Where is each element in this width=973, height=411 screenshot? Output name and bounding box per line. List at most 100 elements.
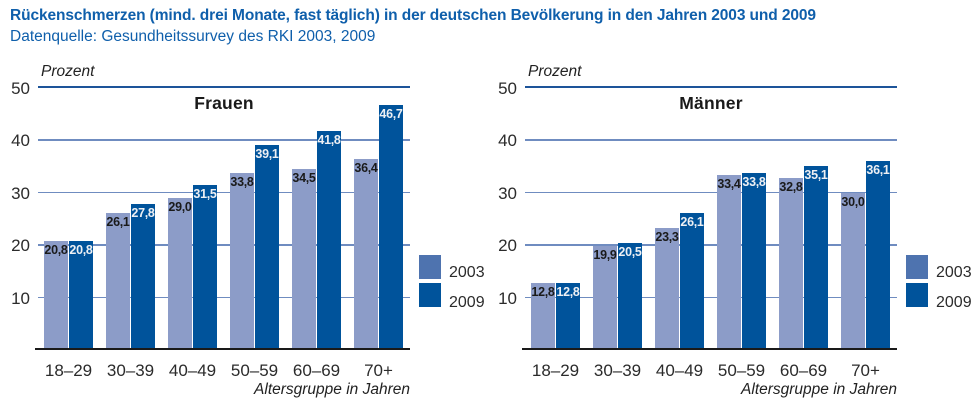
bar-2003-60–69: 32,8 [779, 178, 803, 350]
bar-value-label: 29,0 [168, 200, 192, 214]
chart-frauen: Prozent Frauen 20,8 26,1 29,0 33,8 34,5 36,4 2… [0, 60, 486, 411]
chart-heading-maenner: Männer [679, 93, 743, 113]
plot-area-maenner: Männer 12,8 19,9 23,3 33,4 32,8 30,0 12,8 20,5 2… [522, 60, 897, 350]
gridline-20 [525, 244, 897, 246]
bar-2003-40–49: 23,3 [655, 227, 679, 350]
gridline-10 [525, 296, 897, 299]
legend-label-2009: 2009 [936, 294, 972, 311]
bar-value-label: 23,3 [655, 229, 679, 244]
bar-value-label: 33,4 [717, 177, 741, 191]
x-tick-40–49: 40–49 [168, 361, 217, 380]
y-tick-20: 20 [498, 236, 517, 256]
bar-2003-30–39: 19,9 [593, 245, 617, 350]
gridline-50 [525, 86, 897, 88]
x-axis-line [522, 348, 897, 350]
y-tick-10: 10 [498, 288, 517, 308]
bar-value-label: 31,5 [193, 186, 217, 201]
x-tick-50–59: 50–59 [717, 361, 766, 380]
legend-label-2003: 2003 [449, 264, 485, 281]
bar-value-label: 26,1 [106, 215, 130, 230]
gridline-30 [525, 191, 897, 194]
bar-value-label: 26,1 [680, 215, 704, 230]
x-tick-60–69: 60–69 [779, 361, 828, 380]
bar-value-label: 12,8 [556, 284, 580, 299]
bar-2003-18–29: 12,8 [531, 282, 555, 350]
bar-2009-60–69: 35,1 [804, 166, 828, 350]
bar-2003-30–39: 26,1 [106, 213, 130, 350]
x-axis-line [35, 348, 410, 350]
x-tick-70+: 70+ [851, 361, 880, 380]
bar-value-label: 19,9 [593, 247, 617, 262]
bar-value-label: 36,1 [866, 162, 890, 177]
figure-header: Rückenschmerzen (mind. drei Monate, fast… [10, 5, 816, 47]
bar-value-label: 36,4 [354, 161, 378, 176]
legend-label-2003: 2003 [936, 264, 972, 281]
bar-2003-50–59: 33,8 [230, 172, 254, 350]
x-tick-60–69: 60–69 [292, 361, 341, 380]
gridline-50 [38, 86, 410, 88]
x-tick-50–59: 50–59 [230, 361, 279, 380]
bar-2009-40–49: 26,1 [680, 213, 704, 350]
bar-value-label: 32,8 [779, 180, 803, 195]
bar-2009-70+: 36,1 [866, 160, 890, 350]
legend-swatch-2009 [419, 283, 441, 307]
y-tick-50: 50 [498, 79, 517, 98]
x-tick-30–39: 30–39 [593, 361, 642, 380]
bar-value-label: 20,8 [44, 243, 68, 257]
x-tick-70+: 70+ [364, 361, 393, 380]
x-axis-label: Altersgruppe in Jahren [741, 381, 897, 398]
bar-2009-18–29: 20,8 [69, 241, 93, 350]
chart-maenner: Prozent Männer 12,8 19,9 23,3 33,4 32,8 30,0 1… [487, 60, 973, 411]
bar-2003-70+: 30,0 [841, 192, 865, 350]
x-tick-40–49: 40–49 [655, 361, 704, 380]
y-tick-30: 30 [11, 183, 30, 203]
y-axis-unit-label: Prozent [41, 63, 95, 80]
bar-value-label: 33,8 [742, 174, 766, 189]
y-axis-unit-label: Prozent [528, 63, 582, 80]
bar-2009-40–49: 31,5 [193, 184, 217, 350]
chart-heading-frauen: Frauen [194, 93, 254, 113]
bar-2009-70+: 46,7 [379, 105, 403, 350]
bar-2003-70+: 36,4 [354, 159, 378, 350]
bar-value-label: 20,8 [69, 243, 93, 257]
bar-value-label: 34,5 [292, 171, 316, 186]
bar-value-label: 46,7 [379, 107, 403, 122]
bar-2009-60–69: 41,8 [317, 131, 341, 350]
x-tick-30–39: 30–39 [106, 361, 155, 380]
bar-value-label: 39,1 [255, 147, 279, 162]
bar-2003-60–69: 34,5 [292, 169, 316, 350]
gridline-30 [38, 191, 410, 194]
y-tick-40: 40 [11, 131, 30, 151]
bar-value-label: 33,8 [230, 174, 254, 189]
x-tick-18–29: 18–29 [44, 361, 93, 380]
plot-area-frauen: Frauen 20,8 26,1 29,0 33,8 34,5 36,4 20,8 27,8 3… [35, 60, 410, 350]
legend-swatch-2003 [419, 255, 441, 279]
gridline-40 [38, 139, 410, 141]
legend-swatch-2003 [906, 255, 928, 279]
gridline-10 [38, 296, 410, 299]
x-axis-label: Altersgruppe in Jahren [254, 381, 410, 398]
bar-2009-50–59: 33,8 [742, 172, 766, 350]
bar-2009-30–39: 20,5 [618, 242, 642, 350]
bar-2009-50–59: 39,1 [255, 145, 279, 350]
x-tick-18–29: 18–29 [531, 361, 580, 380]
bar-2009-30–39: 27,8 [131, 204, 155, 350]
bar-value-label: 20,5 [618, 244, 642, 259]
gridline-20 [38, 244, 410, 246]
y-tick-40: 40 [498, 131, 517, 151]
bar-2003-18–29: 20,8 [44, 241, 68, 350]
gridline-40 [525, 139, 897, 141]
figure-title: Rückenschmerzen (mind. drei Monate, fast… [10, 7, 816, 24]
bar-2009-18–29: 12,8 [556, 282, 580, 350]
bar-value-label: 35,1 [804, 168, 828, 183]
legend-label-2009: 2009 [449, 294, 485, 311]
figure-subtitle: Datenquelle: Gesundheitssurvey des RKI 2… [10, 28, 376, 45]
bar-2003-40–49: 29,0 [168, 198, 192, 350]
y-tick-30: 30 [498, 183, 517, 203]
legend-swatch-2009 [906, 283, 928, 307]
bar-value-label: 12,8 [531, 284, 555, 299]
bar-value-label: 27,8 [131, 206, 155, 221]
bar-value-label: 41,8 [317, 133, 341, 147]
y-tick-50: 50 [11, 79, 30, 98]
bar-value-label: 30,0 [841, 194, 865, 209]
